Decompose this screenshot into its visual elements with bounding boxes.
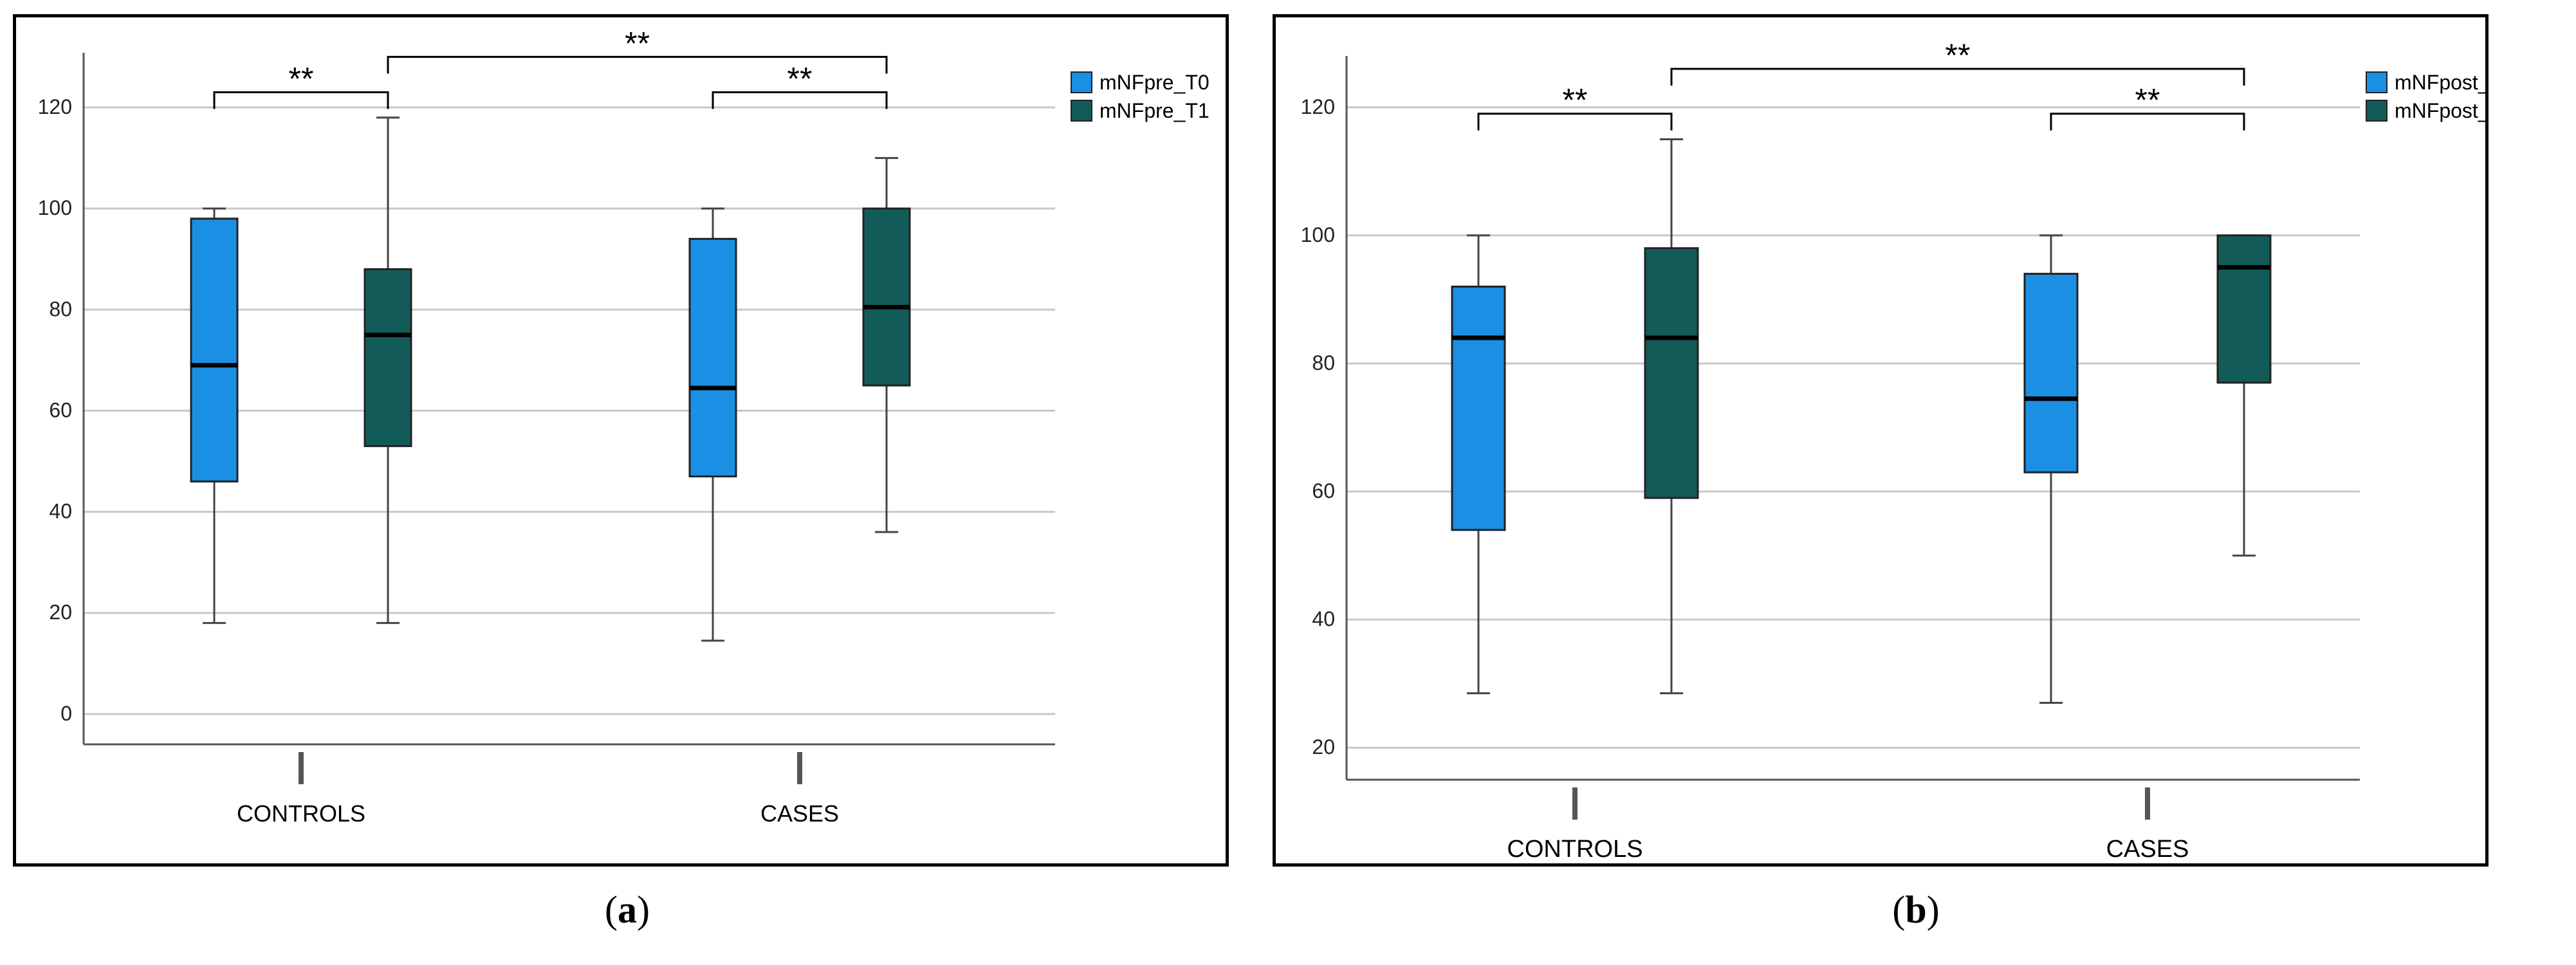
box-iqr bbox=[862, 207, 911, 387]
significance-bracket bbox=[1670, 68, 2245, 86]
significance-label: ** bbox=[1563, 82, 1588, 118]
panel-caption-b: (b) bbox=[1892, 888, 1940, 931]
category-label: CASES bbox=[2106, 836, 2189, 863]
category-label: CASES bbox=[760, 800, 839, 827]
box-mNFpre_T0-controls bbox=[190, 207, 239, 624]
y-tick-label: 20 bbox=[1312, 735, 1335, 758]
box-iqr bbox=[190, 217, 239, 482]
y-tick-label: 40 bbox=[49, 500, 72, 523]
legend-label: mNFpre_T1 bbox=[1099, 99, 1210, 122]
y-tick-label: 100 bbox=[38, 196, 72, 219]
y-tick-label: 60 bbox=[1312, 479, 1335, 502]
legend-swatch bbox=[2366, 100, 2387, 122]
box-mNFpre_T0-cases bbox=[688, 207, 737, 642]
box-mNFpost_T1-controls bbox=[1644, 138, 1699, 695]
box-mNFpre_T1-controls bbox=[363, 116, 412, 624]
panel-label-a: a bbox=[618, 888, 637, 931]
significance-label: ** bbox=[787, 60, 813, 96]
significance-label: ** bbox=[1946, 37, 1971, 73]
legend-label: mNFpost_T0 bbox=[2395, 71, 2485, 94]
legend-swatch bbox=[1071, 100, 1092, 122]
box-mNFpost_T1-cases bbox=[2216, 234, 2272, 557]
category-label: CONTROLS bbox=[237, 800, 365, 827]
boxplot-chart-b: 20 40 60 80 100 120 CONTROLS CASES ** ** ** mNFpost… bbox=[1301, 37, 2485, 863]
significance-label: ** bbox=[289, 60, 314, 96]
y-tick-label: 100 bbox=[1301, 223, 1335, 246]
y-tick-label: 0 bbox=[60, 702, 72, 725]
box-iqr bbox=[363, 268, 412, 447]
y-tick-label: 80 bbox=[1312, 351, 1335, 374]
significance-bracket bbox=[1477, 113, 1673, 131]
significance-bracket bbox=[387, 55, 888, 74]
y-tick-label: 120 bbox=[38, 95, 72, 118]
box-iqr bbox=[688, 237, 737, 478]
significance-label: ** bbox=[625, 25, 650, 61]
panel-caption-a: (a) bbox=[605, 888, 650, 931]
y-tick-label: 40 bbox=[1312, 607, 1335, 630]
significance-bracket bbox=[712, 91, 888, 109]
significance-bracket bbox=[213, 91, 389, 109]
box-mNFpost_T0-cases bbox=[2023, 234, 2079, 704]
chart-panel-a: 0 20 40 60 80 100 120 CONTROLS CASES ** ** ** mNFpre… bbox=[13, 14, 1229, 867]
box-iqr bbox=[2023, 273, 2079, 473]
box-iqr bbox=[2216, 234, 2272, 384]
category-label: CONTROLS bbox=[1507, 836, 1642, 863]
legend-label: mNFpre_T0 bbox=[1099, 71, 1210, 94]
legend-swatch bbox=[1071, 71, 1092, 93]
legend-label: mNFpost_T1 bbox=[2395, 99, 2485, 122]
box-iqr bbox=[1451, 286, 1506, 531]
significance-label: ** bbox=[2135, 82, 2160, 118]
y-tick-label: 80 bbox=[49, 297, 72, 320]
y-tick-label: 120 bbox=[1301, 95, 1335, 118]
chart-panel-b: 20 40 60 80 100 120 CONTROLS CASES ** ** ** mNFpost… bbox=[1273, 14, 2489, 867]
panel-label-b: b bbox=[1905, 888, 1927, 931]
y-tick-label: 20 bbox=[49, 601, 72, 624]
legend-swatch bbox=[2366, 71, 2387, 93]
box-iqr bbox=[1644, 247, 1699, 499]
box-mNFpost_T0-controls bbox=[1451, 234, 1506, 695]
y-tick-label: 60 bbox=[49, 398, 72, 421]
box-mNFpre_T1-cases bbox=[862, 157, 911, 533]
significance-bracket bbox=[2050, 113, 2245, 131]
boxplot-chart-a: 0 20 40 60 80 100 120 CONTROLS CASES ** ** ** mNFpre… bbox=[38, 25, 1210, 827]
